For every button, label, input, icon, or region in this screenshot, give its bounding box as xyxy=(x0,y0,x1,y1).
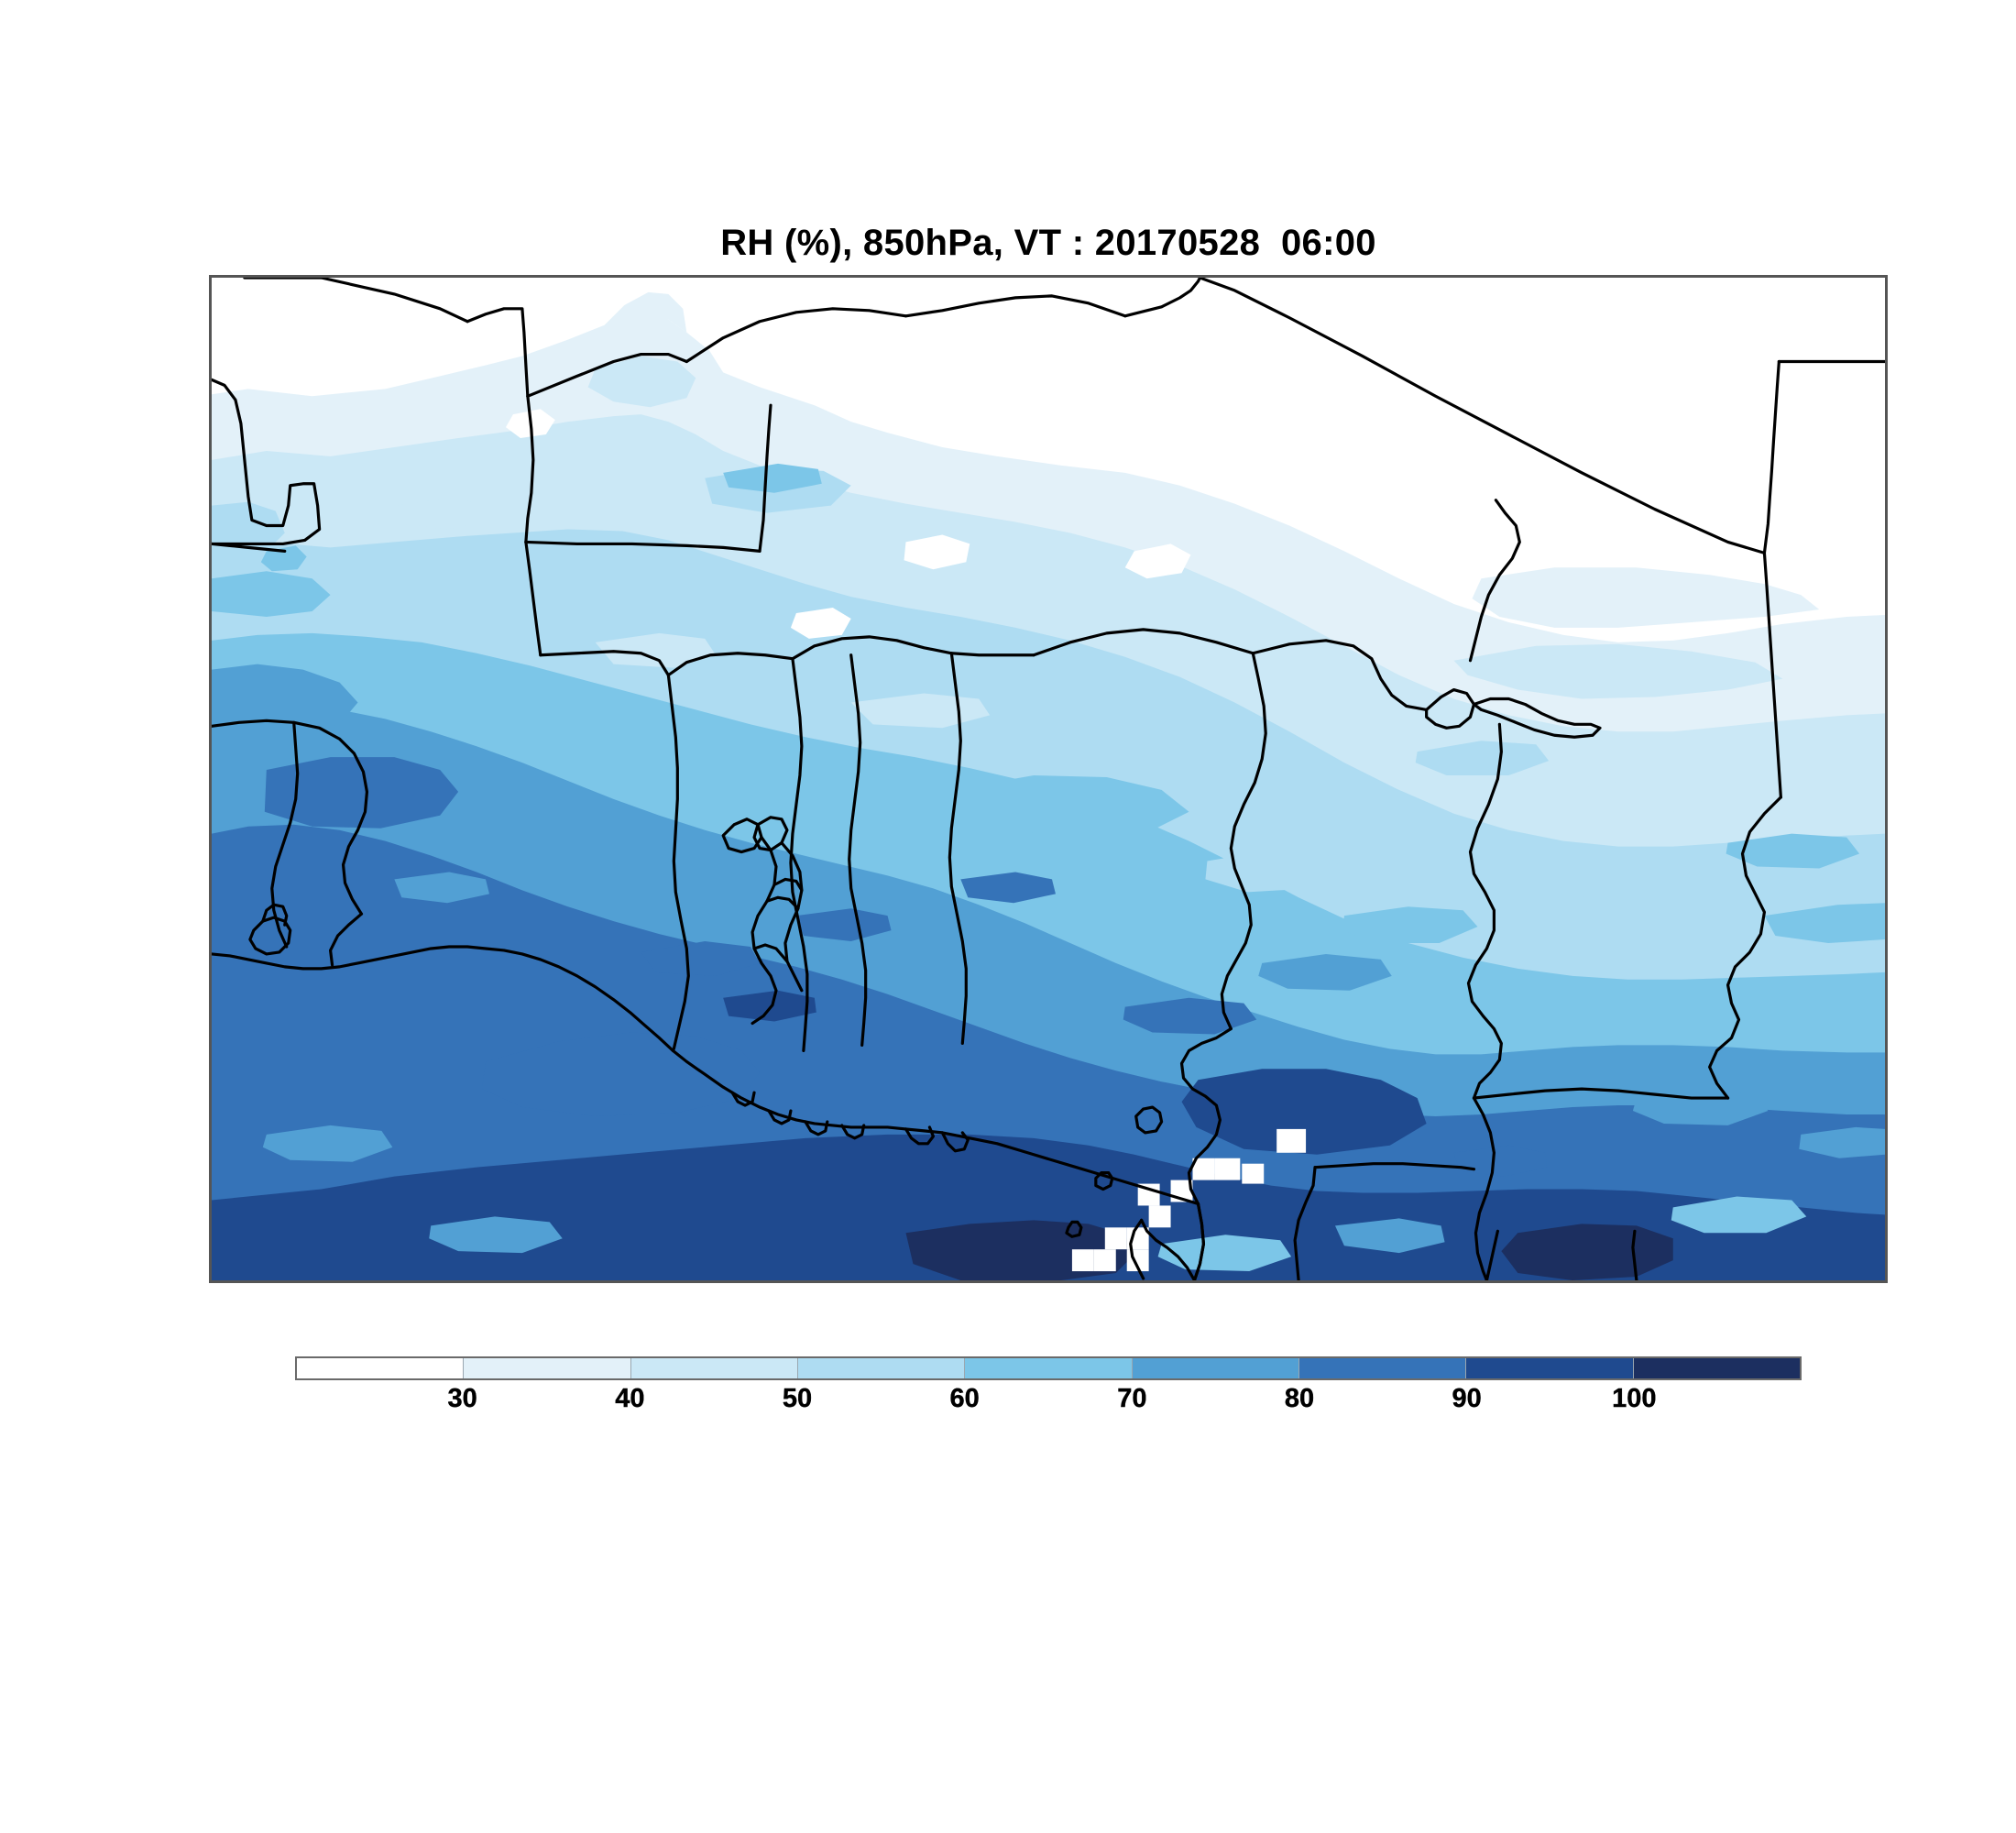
colorbar-tick-80: 80 xyxy=(1284,1384,1315,1413)
xtick-mark xyxy=(1146,1280,1149,1283)
colorbar-band-30-40 xyxy=(463,1358,630,1378)
colorbar-tick-40: 40 xyxy=(615,1384,645,1413)
xtick-mark xyxy=(1696,1280,1699,1283)
colorbar-band-90-100 xyxy=(1465,1358,1633,1378)
map-contour-canvas xyxy=(212,278,1885,1280)
contour-detail-patches xyxy=(260,409,1885,1272)
colorbar-band-80-90 xyxy=(1298,1358,1466,1378)
colorbar-band-20-30 xyxy=(297,1358,464,1378)
colorbar[interactable] xyxy=(295,1356,1802,1380)
ytick-mark xyxy=(209,795,212,797)
colorbar-band-100-110 xyxy=(1632,1358,1800,1378)
xtick-mark xyxy=(1421,1280,1424,1283)
colorbar-tick-50: 50 xyxy=(782,1384,813,1413)
xtick-mark xyxy=(322,1280,324,1283)
colorbar-band-50-60 xyxy=(796,1358,965,1378)
contour-fill-group xyxy=(212,278,1885,1280)
coastline-and-borders xyxy=(212,278,1885,1280)
ytick-mark xyxy=(209,344,212,346)
colorbar-tick-labels: 30 40 50 60 70 80 90 100 xyxy=(295,1356,1802,1413)
ytick-mark xyxy=(209,569,212,572)
colorbar-tick-100: 100 xyxy=(1612,1384,1657,1413)
xtick-mark xyxy=(597,1280,599,1283)
colorbar-band-60-70 xyxy=(964,1358,1132,1378)
colorbar-band-70-80 xyxy=(1131,1358,1298,1378)
masked-data-cells xyxy=(1071,1128,1307,1272)
page-title: RH (%), 850hPa, VT : 20170528 06:00 xyxy=(720,223,1376,263)
colorbar-band-40-50 xyxy=(630,1358,797,1378)
map-plot-area[interactable]: 20°N 15°N 10°N 5°N 5°W 0° 5°E 10° xyxy=(209,275,1888,1283)
colorbar-tick-70: 70 xyxy=(1117,1384,1147,1413)
colorbar-tick-30: 30 xyxy=(447,1384,477,1413)
colorbar-tick-60: 60 xyxy=(949,1384,980,1413)
ytick-mark xyxy=(209,1020,212,1023)
xtick-mark xyxy=(871,1280,874,1283)
colorbar-tick-90: 90 xyxy=(1452,1384,1482,1413)
rh-contour-svg xyxy=(212,278,1885,1280)
